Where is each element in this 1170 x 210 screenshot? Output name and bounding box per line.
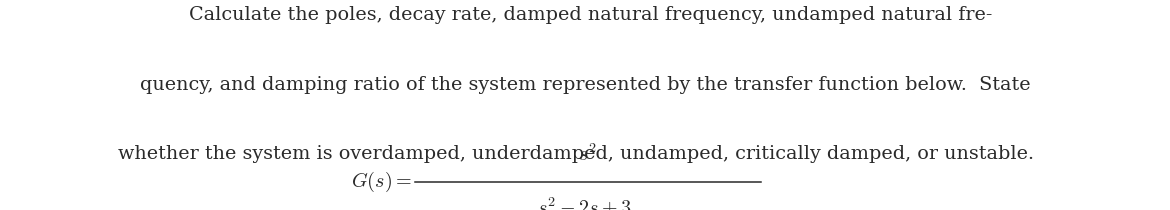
Text: Calculate the poles, decay rate, damped natural frequency, undamped natural fre-: Calculate the poles, decay rate, damped … [190,6,992,24]
Text: $s^2 - 2s + 3$.: $s^2 - 2s + 3$. [537,197,638,210]
Text: $s^2$: $s^2$ [578,144,597,165]
Text: $G(s) =$: $G(s) =$ [351,170,412,194]
Text: whether the system is overdamped, underdamped, undamped, critically damped, or u: whether the system is overdamped, underd… [118,145,1033,163]
Text: quency, and damping ratio of the system represented by the transfer function bel: quency, and damping ratio of the system … [139,76,1031,94]
